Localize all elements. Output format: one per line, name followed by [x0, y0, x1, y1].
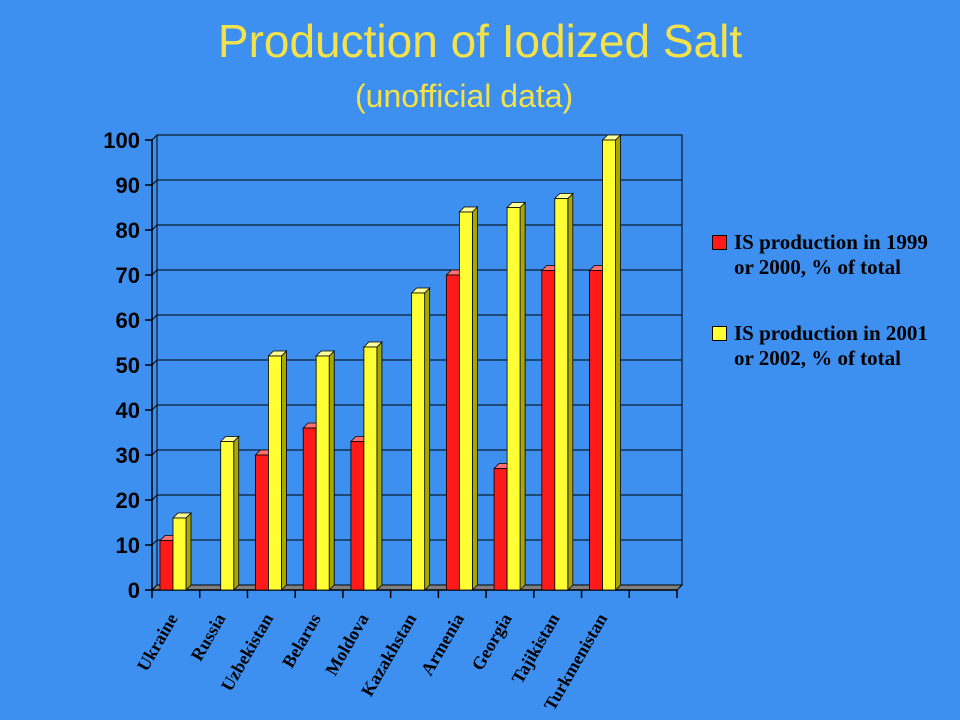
- bar-front: [445, 274, 460, 591]
- gridline: [151, 179, 682, 186]
- bar-front: [363, 346, 378, 591]
- y-tick-label: 0: [128, 578, 140, 603]
- bar-side: [233, 435, 240, 591]
- bar-side: [519, 201, 526, 591]
- bar-2001: [458, 206, 479, 591]
- legend-swatch-2001: [712, 326, 727, 341]
- bar-2001: [362, 341, 383, 591]
- legend-swatch-1999: [712, 235, 727, 250]
- y-tick-label: 30: [116, 443, 140, 468]
- bar-2001: [172, 512, 192, 591]
- bar-2001: [267, 350, 288, 591]
- legend-line: or 2000, % of total: [734, 255, 902, 279]
- bar-front: [589, 270, 603, 591]
- bar-front: [315, 355, 330, 591]
- x-tick-label: Armenia: [417, 610, 468, 679]
- x-tick-label: Georgia: [467, 610, 515, 674]
- bar-front: [554, 198, 569, 591]
- y-tick-label: 80: [116, 218, 140, 243]
- bar-layer: [159, 134, 622, 591]
- bar-2001: [553, 192, 574, 591]
- legend-line: IS production in 2001: [734, 321, 928, 345]
- bar-front: [268, 355, 282, 591]
- bar-front: [541, 270, 556, 591]
- chart-subtitle: (unofficial data): [355, 78, 574, 114]
- y-tick-label: 100: [103, 128, 140, 153]
- bar-front: [172, 517, 187, 591]
- legend-line: or 2002, % of total: [734, 346, 902, 370]
- x-tick-label: Moldova: [321, 610, 372, 679]
- bar-front: [255, 454, 269, 591]
- bar-front: [458, 211, 473, 591]
- x-tick-label: Russia: [187, 610, 230, 664]
- legend-line: IS production in 1999: [734, 230, 928, 254]
- y-tick-label: 20: [116, 488, 140, 513]
- bar-side: [185, 512, 192, 591]
- bar-side: [328, 350, 335, 591]
- chart-title: Production of Iodized Salt: [217, 15, 743, 67]
- bar-2001: [315, 350, 336, 591]
- bar-front: [350, 441, 365, 591]
- y-tick-label: 10: [116, 533, 140, 558]
- bar-side: [471, 206, 478, 591]
- x-tick-label: Ukraine: [133, 610, 182, 675]
- y-tick-label: 50: [116, 353, 140, 378]
- gridline: [151, 134, 682, 141]
- bar-front: [602, 139, 616, 591]
- bar-front: [302, 427, 317, 591]
- bar-2001: [410, 287, 431, 591]
- bar-front: [220, 441, 235, 591]
- bar-front: [506, 207, 521, 591]
- bar-front: [159, 540, 174, 591]
- y-tick-label: 60: [116, 308, 140, 333]
- bar-2001: [601, 134, 622, 591]
- y-tick-label: 70: [116, 263, 140, 288]
- bar-side: [424, 287, 431, 591]
- bar-2001: [506, 201, 527, 591]
- bar-side: [567, 192, 574, 591]
- bar-2001: [219, 435, 240, 591]
- bar-front: [411, 292, 426, 591]
- y-tick-label: 40: [116, 398, 140, 423]
- legend-label-1999: IS production in 1999 or 2000, % of tota…: [734, 230, 954, 280]
- x-tick-label: Belarus: [278, 610, 325, 671]
- bar-side: [376, 341, 383, 591]
- bar-side: [281, 350, 287, 591]
- legend-label-2001: IS production in 2001 or 2002, % of tota…: [734, 321, 954, 371]
- y-tick-label: 90: [116, 173, 140, 198]
- bar-front: [493, 468, 508, 591]
- bar-side: [615, 134, 621, 591]
